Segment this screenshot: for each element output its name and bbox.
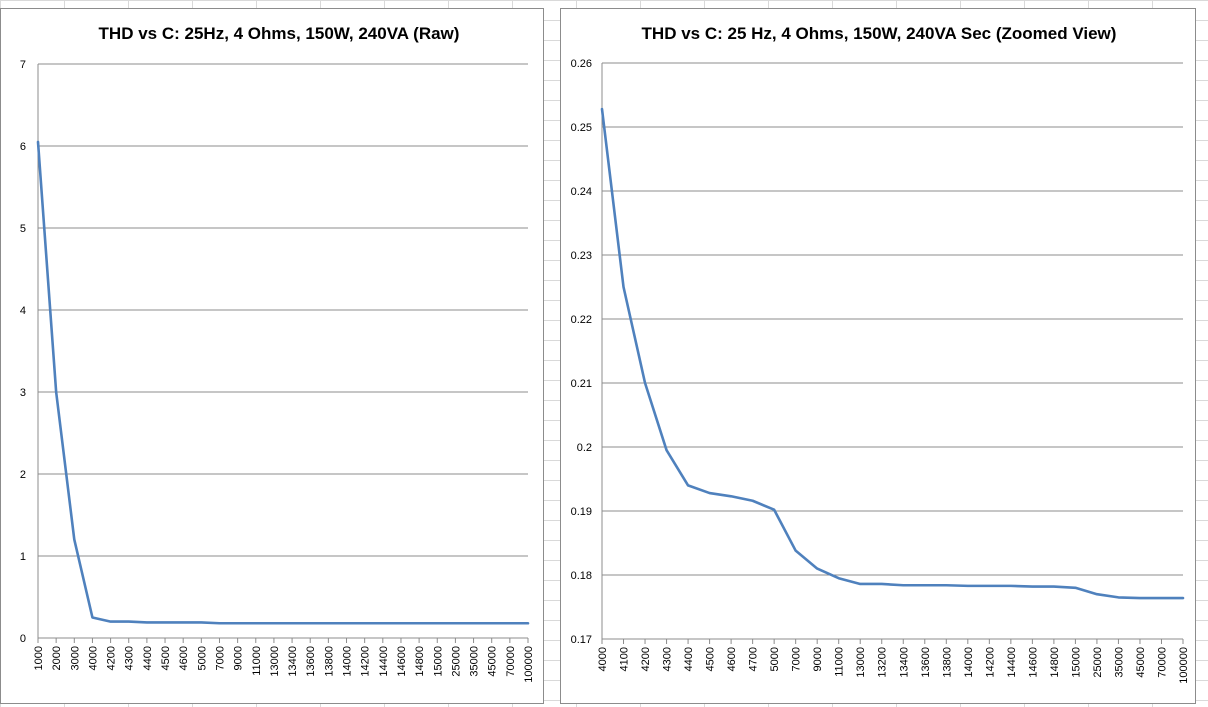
series-line: [36, 140, 530, 625]
x-tick-label: 13000: [269, 646, 281, 677]
x-tick-label: 14400: [378, 646, 390, 677]
x-tick-label: 14400: [1006, 647, 1018, 678]
y-tick-label: 0.22: [571, 314, 592, 326]
y-tick-label: 2: [20, 469, 26, 481]
x-tick-label: 4200: [640, 647, 652, 671]
x-tick-label: 45000: [487, 646, 499, 677]
y-tick-label: 0.26: [571, 58, 592, 70]
x-tick-label: 13200: [877, 647, 889, 678]
x-tick-label: 13600: [305, 646, 317, 677]
x-tick-label: 13400: [898, 647, 910, 678]
x-tick-label: 70000: [1156, 647, 1168, 678]
x-tick-label: 4500: [705, 647, 717, 671]
x-tick-label: 4100: [619, 647, 631, 671]
x-tick-label: 4300: [124, 646, 136, 670]
chart-raw-svg: THD vs C: 25Hz, 4 Ohms, 150W, 240VA (Raw…: [20, 24, 535, 683]
y-tick-label: 0.23: [571, 250, 592, 262]
x-tick-label: 14000: [963, 647, 975, 678]
x-tick-label: 4400: [683, 647, 695, 671]
x-tick-label: 13800: [323, 646, 335, 677]
y-tick-label: 0.18: [571, 570, 592, 582]
x-tick-label: 70000: [505, 646, 517, 677]
y-tick-label: 0.2: [577, 442, 592, 454]
x-tick-label: 14800: [1049, 647, 1061, 678]
x-tick-label: 4000: [87, 646, 99, 670]
x-tick-label: 14800: [414, 646, 426, 677]
x-tick-label: 4600: [726, 647, 738, 671]
x-tick-label: 2000: [51, 646, 63, 670]
x-tick-label: 14200: [984, 647, 996, 678]
chart-zoomed-svg: THD vs C: 25 Hz, 4 Ohms, 150W, 240VA Sec…: [571, 24, 1190, 684]
y-tick-label: 7: [20, 59, 26, 71]
chart-raw: THD vs C: 25Hz, 4 Ohms, 150W, 240VA (Raw…: [0, 8, 544, 704]
x-tick-label: 15000: [432, 646, 444, 677]
x-tick-label: 13000: [855, 647, 867, 678]
x-tick-label: 14200: [360, 646, 372, 677]
x-tick-label: 4300: [662, 647, 674, 671]
x-tick-label: 14600: [396, 646, 408, 677]
x-tick-label: 14000: [342, 646, 354, 677]
y-tick-label: 0.21: [571, 378, 592, 390]
y-tick-label: 4: [20, 305, 26, 317]
x-tick-label: 14600: [1027, 647, 1039, 678]
x-tick-label: 45000: [1135, 647, 1147, 678]
chart-title: THD vs C: 25 Hz, 4 Ohms, 150W, 240VA Sec…: [642, 24, 1117, 43]
x-tick-label: 5000: [196, 646, 208, 670]
x-tick-label: 35000: [1113, 647, 1125, 678]
y-tick-label: 0.19: [571, 506, 592, 518]
x-tick-label: 35000: [469, 646, 481, 677]
x-tick-label: 13800: [941, 647, 953, 678]
x-tick-label: 9000: [233, 646, 245, 670]
x-tick-label: 4600: [178, 646, 190, 670]
x-tick-label: 4200: [106, 646, 118, 670]
x-tick-label: 9000: [812, 647, 824, 671]
x-tick-label: 3000: [69, 646, 81, 670]
x-tick-label: 13600: [920, 647, 932, 678]
x-tick-label: 11000: [251, 646, 263, 676]
y-tick-label: 0.17: [571, 634, 592, 646]
x-tick-label: 11000: [834, 647, 846, 677]
x-tick-label: 100000: [1178, 647, 1190, 684]
y-tick-label: 3: [20, 387, 26, 399]
x-tick-label: 4400: [142, 646, 154, 670]
x-tick-label: 25000: [450, 646, 462, 677]
y-tick-label: 6: [20, 141, 26, 153]
y-tick-label: 0: [20, 633, 26, 645]
x-tick-label: 25000: [1092, 647, 1104, 678]
y-tick-label: 0.25: [571, 122, 592, 134]
chart-zoomed: THD vs C: 25 Hz, 4 Ohms, 150W, 240VA Sec…: [560, 8, 1196, 704]
x-tick-label: 4500: [160, 646, 172, 670]
x-tick-label: 4700: [748, 647, 760, 671]
x-tick-label: 7000: [214, 646, 226, 670]
x-tick-label: 15000: [1070, 647, 1082, 678]
x-tick-label: 4000: [597, 647, 609, 671]
x-tick-label: 100000: [523, 646, 535, 683]
chart-title: THD vs C: 25Hz, 4 Ohms, 150W, 240VA (Raw…: [99, 24, 460, 43]
x-tick-label: 1000: [33, 646, 45, 670]
series-line: [600, 107, 1185, 600]
y-tick-label: 1: [20, 551, 26, 563]
y-tick-label: 0.24: [571, 186, 592, 198]
y-tick-label: 5: [20, 223, 26, 235]
x-tick-label: 7000: [791, 647, 803, 671]
x-tick-label: 5000: [769, 647, 781, 671]
x-tick-label: 13400: [287, 646, 299, 677]
